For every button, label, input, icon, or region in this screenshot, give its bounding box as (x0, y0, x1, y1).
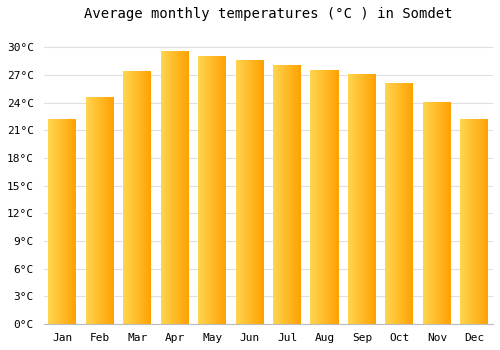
Title: Average monthly temperatures (°C ) in Somdet: Average monthly temperatures (°C ) in So… (84, 7, 452, 21)
